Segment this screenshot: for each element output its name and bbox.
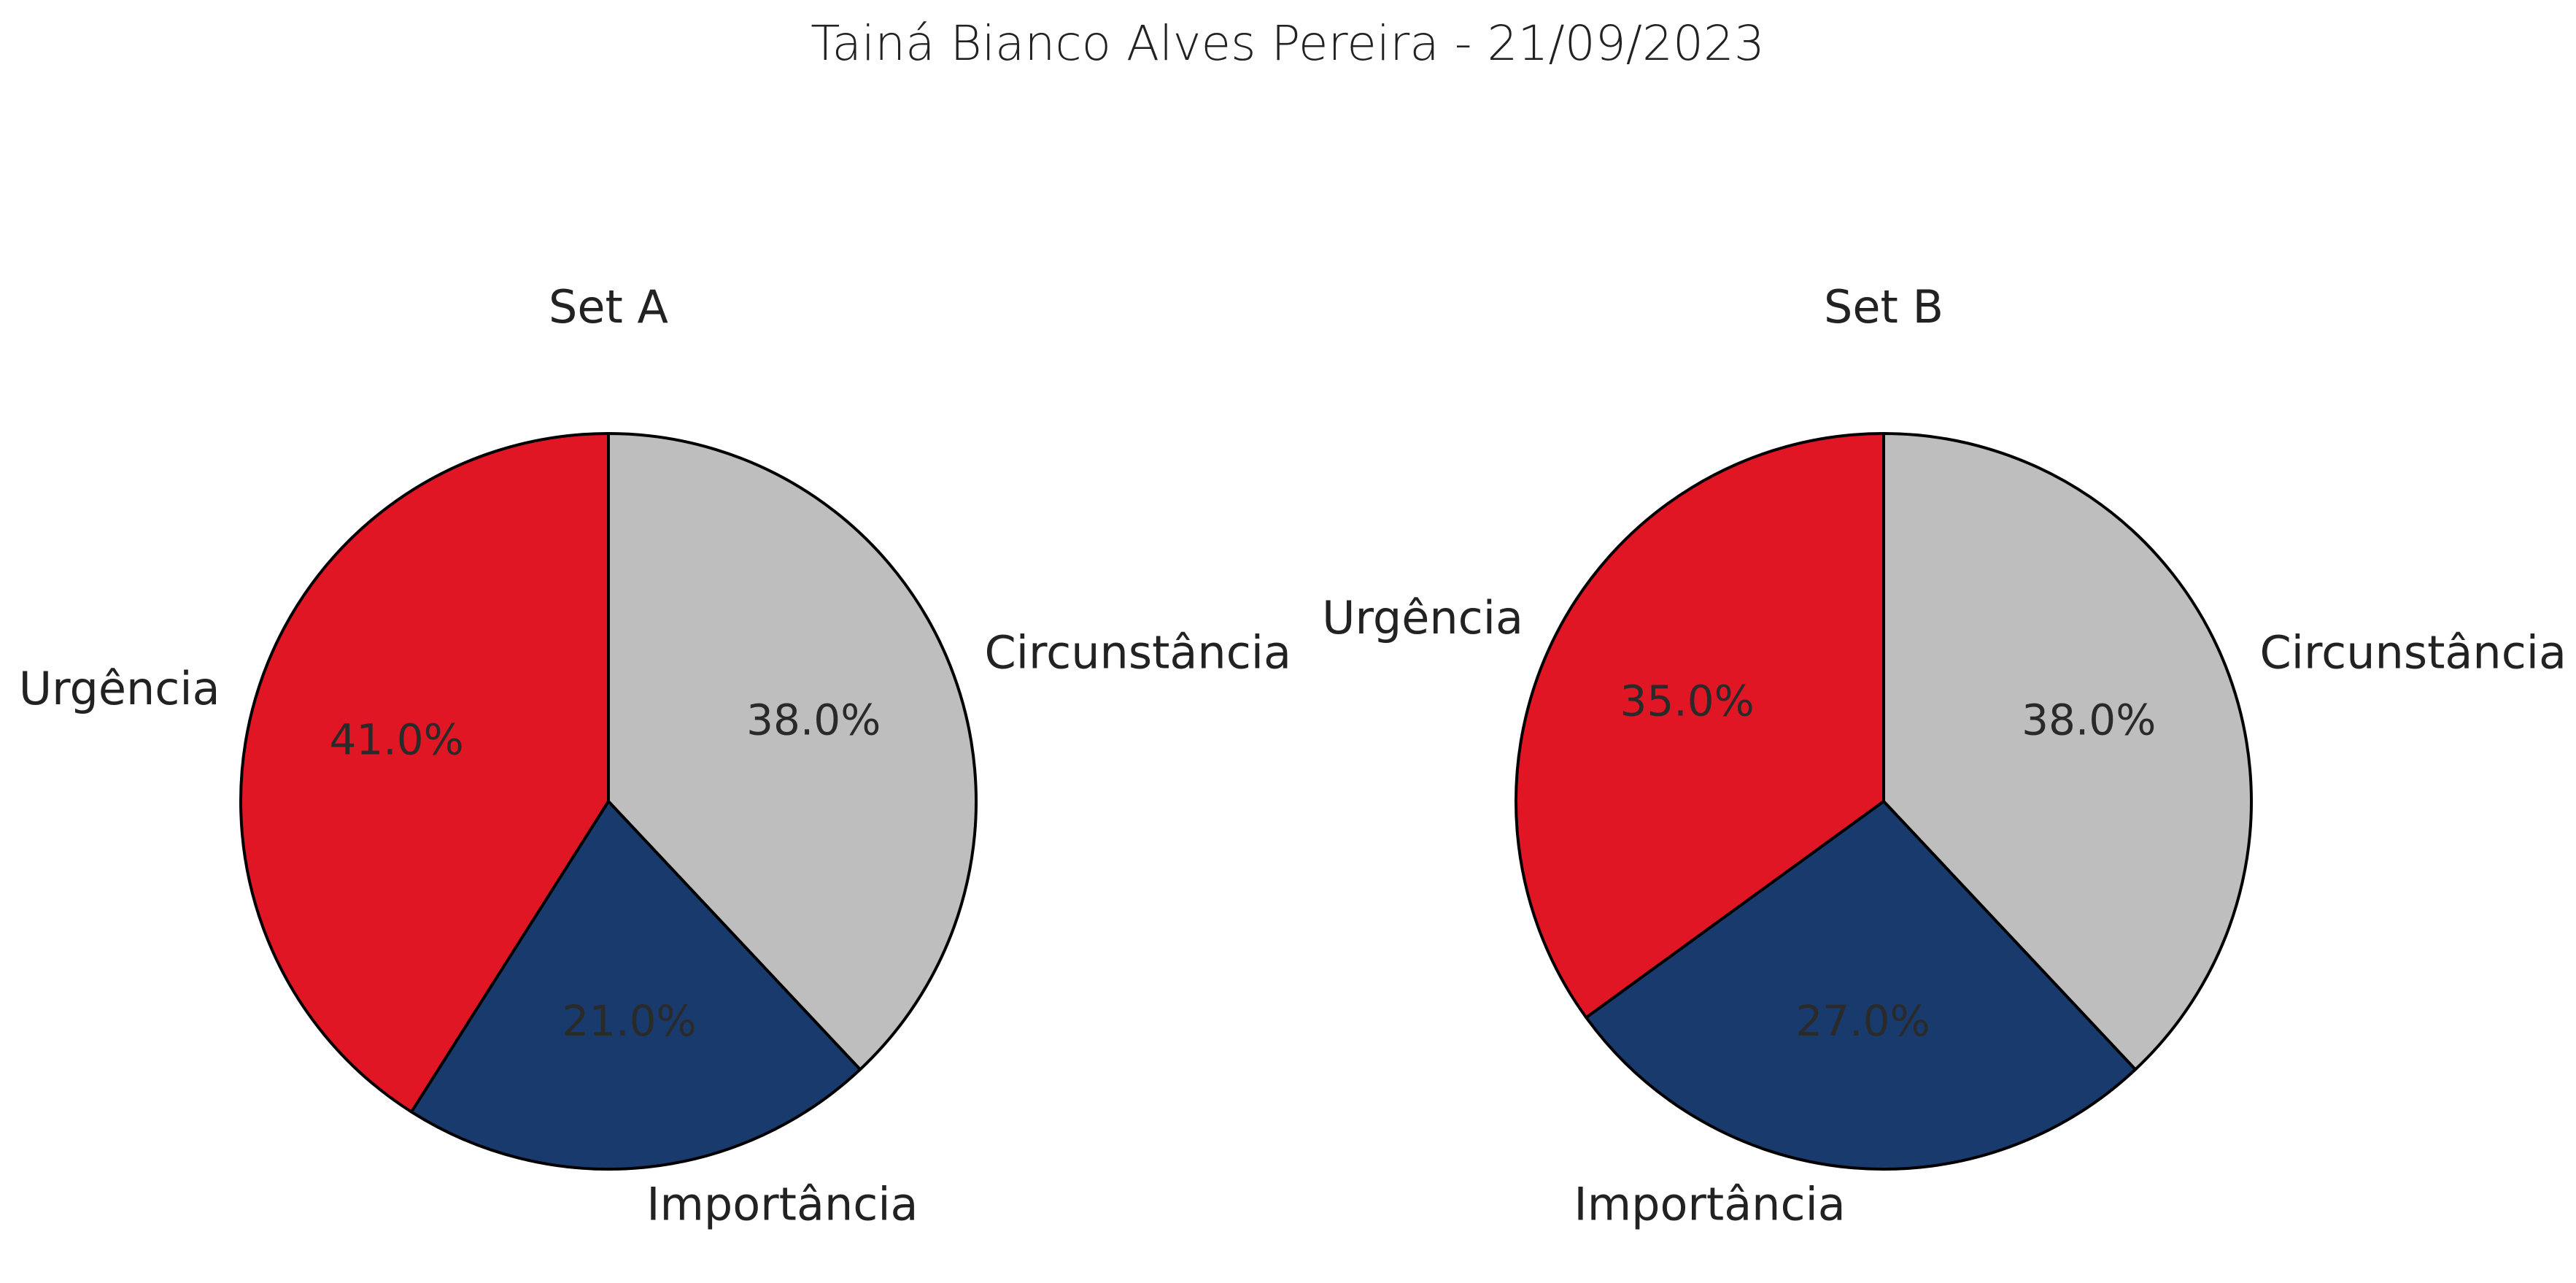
pie-slice-circunstancia-set-a [607,432,978,1071]
pie-chart-set-b: Set B 38.0% Circunstância 27.0% Importância… [1322,280,2567,1230]
pie-slice-urgencia-set-a [239,432,610,1114]
pie-category-label-urgencia-set-a: Urgência [19,662,220,715]
pie-category-label-urgencia-set-b: Urgência [1322,591,1523,644]
pie-slice-importancia-set-b [1585,800,2138,1171]
pie-slice-importancia-set-a [409,800,862,1171]
pie-value-label-circunstancia-set-a: 38.0% [746,696,881,745]
pie-category-label-importancia-set-a: Importância [646,1177,918,1230]
pie-title-set-a: Set A [549,280,668,334]
pie-category-label-importancia-set-b: Importância [1574,1177,1845,1230]
pie-slice-circunstancia-set-b [1882,432,2253,1071]
pie-value-label-urgencia-set-b: 35.0% [1620,677,1754,726]
pie-title-set-b: Set B [1824,280,1943,334]
pie-slices-set-a [239,432,978,1171]
pie-slices-set-b [1515,432,2253,1171]
pie-value-label-importancia-set-a: 21.0% [562,996,696,1046]
pie-value-label-importancia-set-b: 27.0% [1795,996,1930,1046]
pie-labels-set-a: 38.0% Circunstância 21.0% Importância 41.0% U… [19,625,1291,1230]
figure-title: Tainá Bianco Alves Pereira - 21/09/2023 [811,15,1765,72]
pie-value-label-circunstancia-set-b: 38.0% [2022,696,2156,745]
pie-category-label-circunstancia-set-b: Circunstância [2260,625,2567,679]
pie-chart-set-a: Set A 38.0% Circunstância 21.0% Importância… [19,280,1291,1230]
pie-slice-urgencia-set-b [1515,432,1885,1020]
pie-labels-set-b: 38.0% Circunstância 27.0% Importância 35.0% U… [1322,591,2567,1231]
pie-value-label-urgencia-set-a: 41.0% [329,715,463,765]
pie-category-label-circunstancia-set-a: Circunstância [985,625,1292,679]
